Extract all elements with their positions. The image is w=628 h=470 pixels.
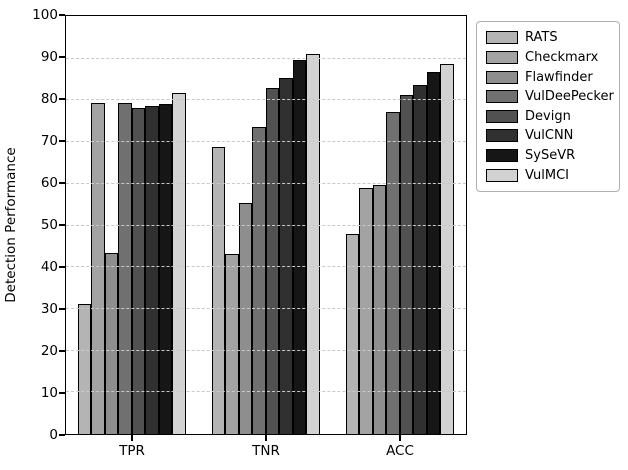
x-tick-mark-tnr [265,435,267,441]
bar-tpr-checkmarx [91,102,105,434]
legend-item-vulcnn: VulCNN [486,126,610,145]
y-tick-label-20: 20 [40,343,58,359]
x-tick-label-acc: ACC [386,443,414,459]
legend-item-flawfinder: Flawfinder [486,68,610,87]
legend-swatch-vulmci [486,168,518,182]
legend-label-sysevr: SySeVR [525,148,576,164]
legend-label-rats: RATS [525,30,558,46]
y-tick-mark-30 [59,308,65,310]
bar-tnr-vuldeepecker [252,126,266,434]
x-tick-mark-acc [399,435,401,441]
y-tick-mark-90 [59,56,65,58]
bar-tpr-vulcnn [145,106,159,434]
y-tick-label-90: 90 [40,49,58,65]
y-tick-label-80: 80 [40,91,58,107]
bar-acc-flawfinder [372,185,386,434]
plot-area [65,15,467,435]
bar-group-tpr [77,16,186,434]
y-tick-label-10: 10 [40,385,58,401]
bar-tnr-checkmarx [225,254,239,434]
y-tick-label-100: 100 [32,7,58,23]
bar-tpr-rats [77,304,91,434]
y-tick-mark-60 [59,182,65,184]
legend: RATS Checkmarx Flawfinder VulDeePecker Devig… [476,21,620,192]
bar-group-tnr [211,16,320,434]
bar-tnr-sysevr [292,59,306,434]
legend-label-vuldeepecker: VulDeePecker [525,89,614,105]
legend-item-checkmarx: Checkmarx [486,48,610,67]
bar-tpr-vulmci [172,93,186,434]
bar-tpr-vuldeepecker [118,102,132,434]
y-tick-mark-80 [59,98,65,100]
bar-acc-vulmci [440,64,454,434]
bar-tnr-rats [211,147,225,434]
legend-label-checkmarx: Checkmarx [525,49,599,65]
legend-item-sysevr: SySeVR [486,146,610,165]
bar-acc-devign [399,95,413,434]
y-tick-label-30: 30 [40,301,58,317]
y-tick-label-70: 70 [40,133,58,149]
y-tick-label-60: 60 [40,175,58,191]
bar-acc-checkmarx [359,188,373,434]
x-tick-mark-tpr [131,435,133,441]
legend-label-vulcnn: VulCNN [525,128,574,144]
y-tick-mark-70 [59,140,65,142]
legend-item-rats: RATS [486,28,610,47]
y-tick-mark-10 [59,392,65,394]
y-tick-label-40: 40 [40,259,58,275]
legend-swatch-vuldeepecker [486,90,518,104]
legend-swatch-sysevr [486,149,518,163]
bar-tnr-devign [265,87,279,434]
legend-swatch-rats [486,31,518,45]
y-tick-mark-40 [59,266,65,268]
y-tick-mark-0 [59,434,65,436]
y-tick-mark-100 [59,14,65,16]
legend-item-vulmci: VulMCI [486,166,610,185]
legend-label-devign: Devign [525,108,571,124]
bar-acc-sysevr [426,72,440,434]
legend-swatch-flawfinder [486,70,518,84]
bar-tpr-devign [131,107,145,434]
legend-swatch-checkmarx [486,50,518,64]
bar-tpr-sysevr [158,104,172,434]
bar-acc-vulcnn [413,84,427,434]
legend-item-devign: Devign [486,107,610,126]
y-tick-label-0: 0 [49,427,58,443]
bar-acc-vuldeepecker [386,112,400,434]
bar-tpr-flawfinder [104,253,118,434]
y-tick-mark-50 [59,224,65,226]
y-tick-mark-20 [59,350,65,352]
legend-swatch-devign [486,109,518,123]
legend-swatch-vulcnn [486,129,518,143]
bar-group-acc [345,16,454,434]
y-tick-label-50: 50 [40,217,58,233]
bar-tnr-vulcnn [279,77,293,434]
bar-acc-rats [345,234,359,434]
bar-tnr-vulmci [306,53,320,434]
x-tick-label-tnr: TNR [252,443,280,459]
legend-label-vulmci: VulMCI [525,167,569,183]
x-tick-label-tpr: TPR [119,443,145,459]
legend-label-flawfinder: Flawfinder [525,69,593,85]
bar-tnr-flawfinder [238,203,252,434]
legend-item-vuldeepecker: VulDeePecker [486,87,614,106]
